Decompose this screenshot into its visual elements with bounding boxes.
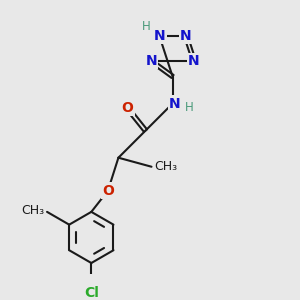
Text: N: N [188,54,200,68]
Text: N: N [145,54,157,68]
Text: H: H [185,101,194,114]
Text: CH₃: CH₃ [22,204,45,217]
Text: Cl: Cl [84,286,99,300]
Text: N: N [169,97,181,111]
Text: H: H [142,20,151,33]
Text: O: O [122,101,134,115]
Text: CH₃: CH₃ [154,160,177,173]
Text: N: N [180,29,192,43]
Text: O: O [102,184,114,198]
Text: N: N [154,29,165,43]
